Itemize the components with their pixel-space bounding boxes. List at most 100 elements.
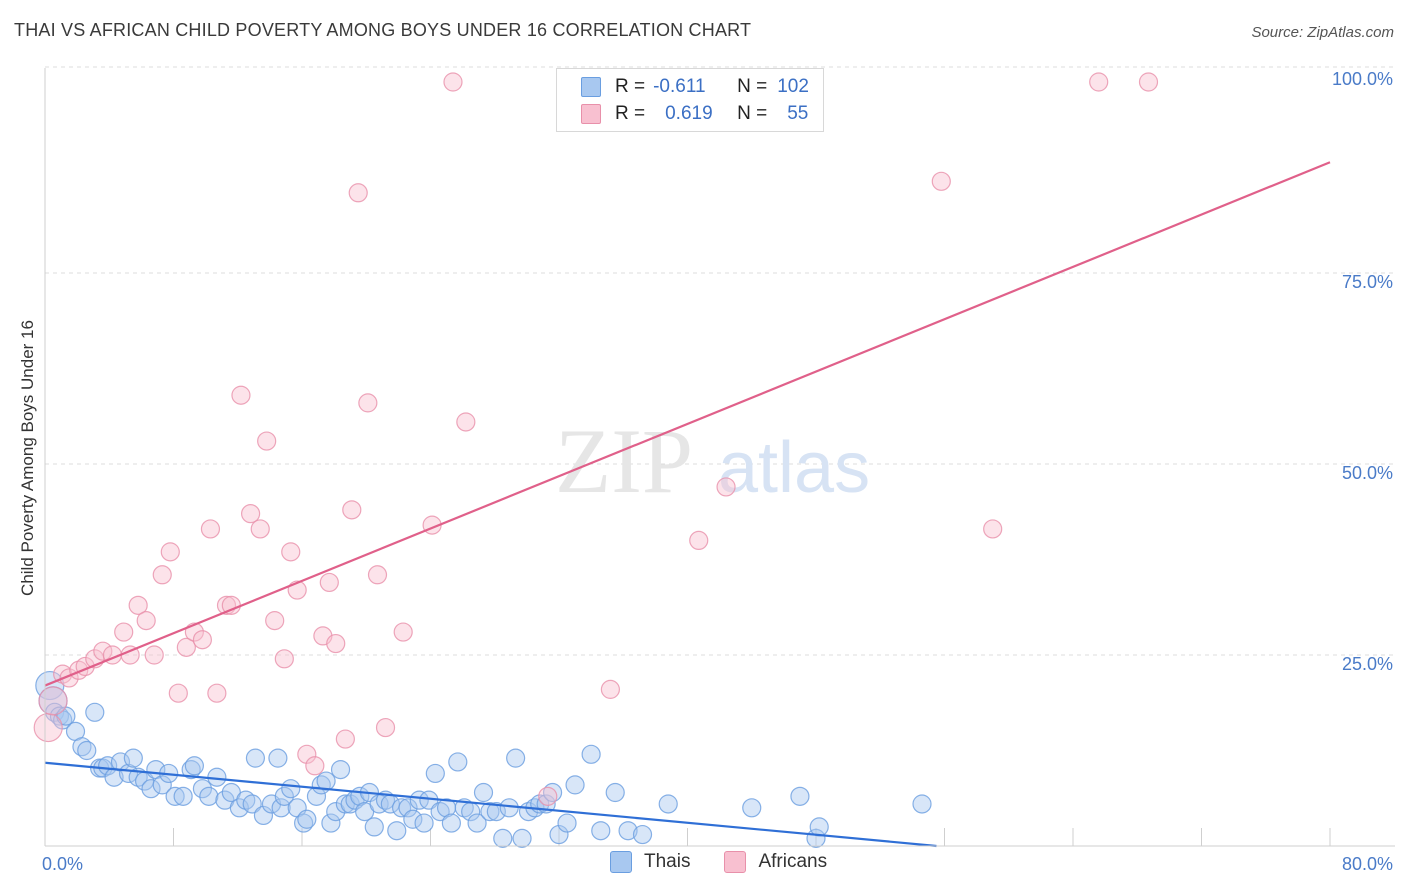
point-thais (591, 821, 611, 841)
point-africans (207, 683, 227, 703)
y-tick-label: 50.0% (1342, 463, 1393, 483)
point-africans (114, 622, 134, 642)
point-thais (557, 813, 577, 833)
point-thais (790, 786, 810, 806)
point-africans (168, 683, 188, 703)
point-thais (632, 824, 653, 845)
point-thais (242, 794, 262, 814)
point-thais (742, 798, 762, 818)
legend-label-thais: Thais (644, 851, 691, 872)
chart-title: THAI VS AFRICAN CHILD POVERTY AMONG BOYS… (14, 20, 752, 40)
point-africans (367, 565, 388, 585)
point-thais (387, 821, 407, 841)
point-thais (85, 702, 105, 722)
x-tick-labels: 0.0% 80.0% (42, 854, 1393, 874)
point-africans (265, 611, 285, 631)
legend-swatch-thais (610, 851, 632, 873)
point-africans (144, 645, 164, 665)
point-africans (443, 72, 463, 92)
y-tick-labels: 25.0% 50.0% 75.0% 100.0% (1332, 69, 1393, 674)
point-thais (506, 748, 526, 768)
n-label: N = (737, 103, 768, 124)
x-tick-label-min: 0.0% (42, 854, 83, 874)
point-thais (152, 775, 172, 795)
point-africans (358, 393, 378, 413)
point-africans (335, 729, 355, 749)
grid-lines (45, 66, 1395, 656)
point-thais (253, 805, 274, 826)
data-points (33, 72, 1159, 848)
trend-lines (44, 161, 1331, 848)
watermark-atlas: atlas (718, 428, 870, 508)
point-africans (160, 542, 180, 562)
point-africans (93, 641, 113, 661)
trend-line-africans (44, 161, 1331, 687)
r-label: R = (615, 103, 646, 124)
point-thais (512, 828, 532, 848)
point-thais (486, 802, 506, 822)
point-africans (319, 572, 339, 593)
point-africans (983, 519, 1003, 539)
point-africans (456, 412, 476, 432)
y-tick-label: 75.0% (1342, 272, 1393, 292)
point-africans (348, 183, 368, 203)
point-africans (600, 679, 621, 699)
point-thais (467, 813, 487, 833)
point-thais (414, 813, 434, 833)
point-thais (499, 798, 519, 818)
x-tick-label-max: 80.0% (1342, 854, 1393, 874)
legend-row-thais: R = -0.611 N = 102 (581, 75, 809, 99)
point-thais (448, 752, 468, 772)
y-tick-label: 25.0% (1342, 654, 1393, 674)
point-africans (1138, 72, 1159, 92)
point-thais (281, 779, 301, 799)
n-value-africans: 55 (787, 103, 809, 124)
point-africans (931, 171, 951, 191)
point-africans (538, 786, 558, 806)
point-africans (342, 500, 362, 520)
axes (44, 68, 1395, 847)
point-africans (305, 756, 325, 776)
point-africans (38, 686, 68, 716)
point-thais (398, 798, 418, 818)
r-label: R = (615, 76, 646, 97)
point-africans (128, 595, 148, 615)
point-thais (141, 779, 161, 799)
point-thais (441, 813, 461, 833)
point-thais (271, 798, 291, 818)
point-thais (184, 756, 204, 776)
legend-swatch-africans (724, 851, 747, 873)
point-thais (245, 748, 266, 768)
correlation-legend: R = -0.611 N = 102 R = 0.619 N = 55 (556, 68, 824, 132)
y-tick-label: 100.0% (1332, 69, 1393, 89)
point-africans (241, 504, 261, 524)
point-thais (565, 775, 585, 795)
legend-row-africans: R = 0.619 N = 55 (581, 102, 808, 126)
watermark: ZIP atlas (555, 410, 870, 512)
point-thais (581, 744, 601, 764)
point-thais (274, 786, 294, 806)
point-africans (281, 542, 301, 562)
point-africans (1089, 72, 1109, 92)
point-africans (689, 530, 709, 551)
point-thais (77, 740, 97, 761)
point-africans (200, 519, 221, 539)
point-thais (330, 759, 351, 780)
y-axis-label: Child Poverty Among Boys Under 16 (18, 320, 37, 596)
point-thais (425, 763, 445, 784)
legend-swatch-thais (581, 77, 601, 97)
point-africans (375, 717, 396, 738)
x-ticks (44, 828, 1331, 846)
watermark-zip: ZIP (555, 410, 693, 512)
point-africans (33, 712, 63, 743)
point-thais (268, 748, 288, 768)
point-africans (393, 622, 413, 642)
point-africans (136, 611, 156, 631)
point-thais (409, 790, 429, 810)
point-thais (199, 786, 219, 806)
point-thais (297, 809, 317, 829)
point-thais (321, 813, 341, 833)
r-value-africans: 0.619 (665, 103, 713, 124)
point-africans (250, 519, 270, 539)
